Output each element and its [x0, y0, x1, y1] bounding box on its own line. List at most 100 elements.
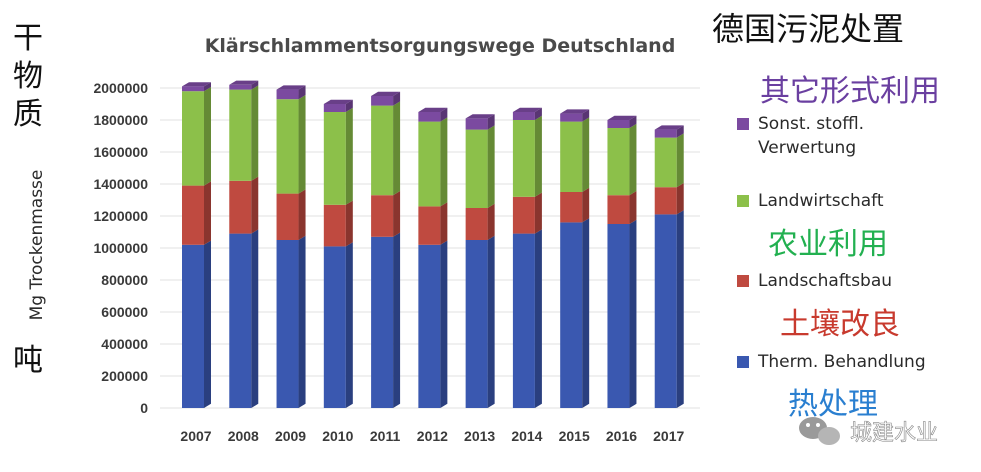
bar-stack: [560, 109, 590, 408]
bar-segment-side: [251, 176, 259, 234]
legend-item: Landwirtschaft: [737, 191, 884, 211]
bar-segment: [654, 187, 677, 215]
bar-segment: [560, 121, 583, 192]
bar-segment: [229, 180, 252, 234]
bar-segment: [418, 121, 441, 207]
bar-segment-side: [204, 82, 211, 92]
bar-segment-side: [534, 107, 542, 120]
bar-segment-side: [440, 117, 448, 207]
legend-cn-label: 土壤改良: [780, 307, 900, 342]
bar-segment: [560, 113, 583, 122]
bar-segment-side: [582, 117, 590, 192]
bar-segment-side: [629, 191, 637, 224]
bar-segment: [182, 86, 204, 92]
bar-stack: [323, 99, 353, 408]
bar-segment-side: [345, 99, 353, 112]
legend-label: Sonst. stoffl. Verwertung: [758, 114, 864, 158]
bar-stack: [418, 107, 448, 408]
y-tick-label: 1600000: [93, 144, 148, 160]
bar-segment: [371, 195, 394, 237]
bar-top: [276, 85, 306, 90]
bar-top: [418, 107, 448, 112]
x-tick-label: 2007: [180, 428, 211, 444]
bar-segment-side: [251, 80, 259, 90]
bar-segment-side: [298, 95, 306, 194]
bar-segment: [182, 185, 204, 245]
bar-segment: [229, 84, 252, 90]
bar-top: [560, 109, 590, 114]
chart-title: Klärschlammentsorgungswege Deutschland: [205, 35, 676, 57]
bar-segment: [560, 192, 583, 223]
bar-segment-side: [629, 123, 637, 196]
bar-segment: [371, 236, 394, 408]
bar-segment: [512, 196, 535, 234]
y-tick-label: 200000: [101, 368, 148, 384]
wechat-icon: [799, 417, 840, 445]
bar-segment: [607, 128, 630, 196]
x-tick-label: 2013: [464, 428, 495, 444]
bar-segment: [229, 233, 252, 408]
bar-segment: [465, 240, 488, 408]
legend-swatch: [737, 195, 749, 207]
bar-top: [654, 125, 684, 130]
bar-segment: [371, 96, 394, 106]
bar-segment-side: [582, 218, 590, 408]
y-tick-label: 600000: [101, 304, 148, 320]
bar-segment-side: [393, 232, 401, 408]
y-tick-label: 1400000: [93, 176, 148, 192]
bar-segment: [276, 240, 299, 408]
bar-segment: [560, 222, 583, 408]
bar-segment-side: [393, 91, 401, 106]
bar-segment: [607, 224, 630, 408]
bar-segment-side: [298, 189, 306, 240]
x-tick-label: 2009: [275, 428, 306, 444]
y-tick-label: 1200000: [93, 208, 148, 224]
bar-top: [465, 114, 495, 119]
bar-segment-side: [534, 229, 542, 408]
bar-segment-side: [298, 85, 306, 100]
legend-swatch: [737, 118, 749, 130]
bar-segment-side: [298, 235, 306, 408]
bar-segment: [418, 244, 441, 408]
bar-segment: [323, 246, 346, 408]
bar-segment: [654, 137, 677, 188]
y-axis-ticks: 0 200000 400000 600000 800000 1000000 1200000 1…: [93, 80, 148, 416]
bar-segment-side: [629, 115, 637, 128]
bar-segment-side: [487, 114, 495, 130]
bar-segment-side: [487, 235, 495, 408]
bar-segment: [512, 233, 535, 408]
y-tick-label: 400000: [101, 336, 148, 352]
bar-segment-side: [676, 125, 684, 138]
legend-cn-label: 农业利用: [768, 227, 888, 262]
bar-segment-side: [440, 107, 448, 122]
bar-segment-side: [393, 191, 401, 237]
y-tick-label: 2000000: [93, 80, 148, 96]
bar-segment: [276, 193, 299, 240]
unit-label-cn: 干物质: [13, 21, 43, 132]
bar-stack: [276, 85, 306, 408]
y-tick-label: 800000: [101, 272, 148, 288]
legend-label: Landschaftsbau: [758, 271, 892, 291]
legend-item: Therm. Behandlung: [737, 352, 926, 372]
bar-stack: [182, 82, 211, 408]
bar-top: [512, 107, 542, 112]
legend-cn-label: 热处理: [788, 387, 878, 422]
bar-segment: [229, 89, 252, 181]
bar-segment-side: [251, 229, 259, 408]
bar-segment-side: [487, 125, 495, 208]
bar-segment-side: [393, 101, 401, 196]
bar-segment: [323, 204, 346, 247]
bar-top: [371, 91, 401, 96]
bar-segment-side: [345, 242, 353, 408]
y-tick-label: 1800000: [93, 112, 148, 128]
y-tick-label: 0: [140, 400, 148, 416]
bar-segment: [465, 129, 488, 208]
top-right-title-cn: 德国污泥处置: [712, 10, 904, 48]
x-tick-label: 2015: [559, 428, 590, 444]
legend-cn-label: 其它形式利用: [760, 74, 940, 109]
bar-segment: [182, 244, 204, 408]
bar-segment: [418, 206, 441, 245]
bar-segment: [465, 208, 488, 240]
bar-top: [323, 99, 353, 104]
